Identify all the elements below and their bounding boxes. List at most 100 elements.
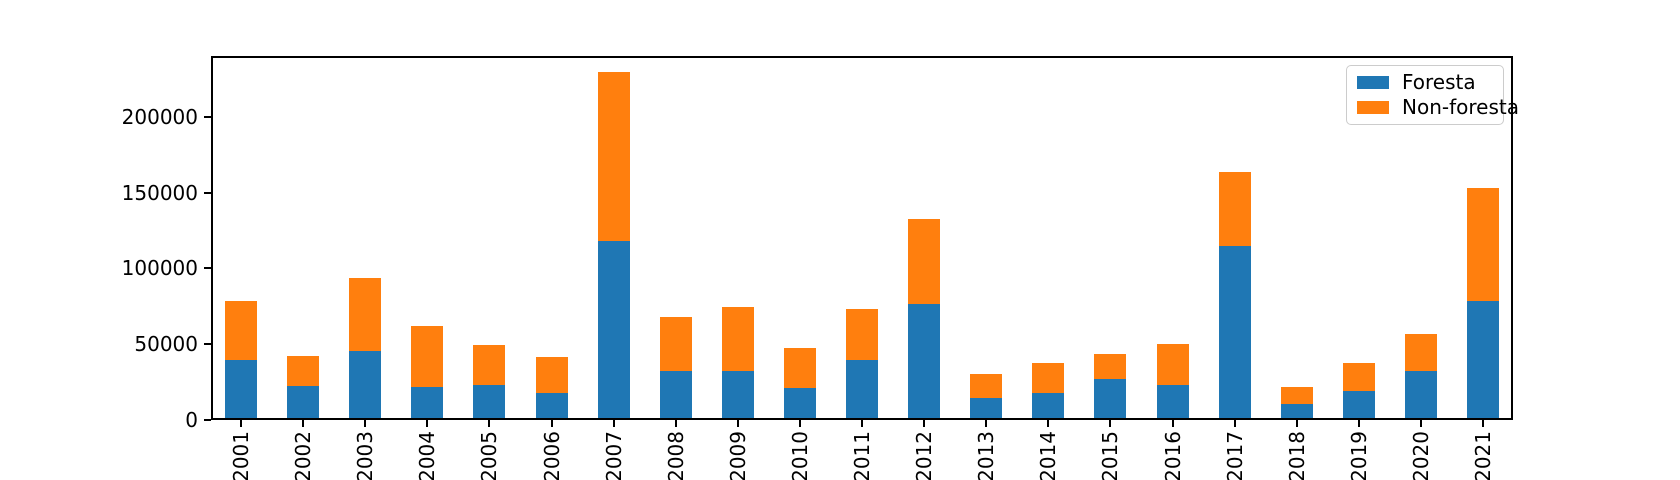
x-axis-tick-mark	[488, 420, 491, 427]
bar-segment-foresta-2003	[349, 350, 382, 418]
bar-segment-non-foresta-2019	[1342, 362, 1375, 392]
x-axis-tick-label: 2009	[725, 431, 750, 480]
x-axis-tick-mark	[1233, 420, 1236, 427]
bar-segment-non-foresta-2012	[908, 219, 941, 305]
legend-item-non-foresta: Non-foresta	[1357, 97, 1519, 118]
x-axis-tick-label: 2004	[415, 431, 440, 480]
bar-segment-foresta-2009	[721, 370, 754, 418]
x-axis-tick-mark	[426, 420, 429, 427]
x-axis-tick-label: 2021	[1471, 431, 1495, 480]
x-axis-tick-mark	[1419, 420, 1422, 427]
bar-segment-non-foresta-2009	[721, 306, 754, 371]
x-axis-tick-label: 2002	[291, 431, 316, 480]
bar-segment-foresta-2004	[411, 386, 444, 418]
bar-segment-foresta-2012	[908, 304, 941, 418]
legend-label-foresta: Foresta	[1402, 70, 1476, 94]
x-axis-tick-mark	[550, 420, 553, 427]
x-axis-tick-mark	[1357, 420, 1360, 427]
y-axis-tick-mark	[204, 191, 211, 194]
bar-segment-non-foresta-2002	[287, 355, 320, 387]
bar-segment-non-foresta-2011	[846, 308, 878, 360]
x-axis-tick-label: 2018	[1284, 431, 1309, 480]
y-axis-tick-mark	[204, 115, 211, 118]
x-axis-tick-label: 2008	[663, 431, 688, 480]
legend-swatch-foresta	[1357, 76, 1389, 89]
x-axis-tick-mark	[364, 420, 367, 427]
bar-segment-non-foresta-2020	[1404, 333, 1437, 371]
x-axis-tick-mark	[1047, 420, 1050, 427]
x-axis-tick-label: 2003	[353, 431, 378, 480]
bar-segment-foresta-2007	[597, 240, 630, 418]
bar-segment-foresta-2021	[1467, 301, 1499, 418]
bar-segment-foresta-2014	[1032, 392, 1065, 418]
y-axis-tick-label: 100000	[121, 256, 198, 281]
x-axis-tick-mark	[1295, 420, 1298, 427]
x-axis-tick-label: 2011	[850, 431, 874, 480]
bar-segment-foresta-2020	[1404, 370, 1437, 418]
y-axis-tick-mark	[204, 419, 211, 421]
x-axis-tick-label: 2016	[1160, 431, 1185, 480]
bar-segment-non-foresta-2014	[1032, 362, 1065, 393]
bar-segment-non-foresta-2005	[473, 345, 506, 386]
x-axis-tick-label: 2017	[1222, 431, 1247, 480]
x-axis-tick-mark	[1171, 420, 1174, 427]
legend-label-non-foresta: Non-foresta	[1402, 95, 1519, 119]
x-axis-tick-label: 2005	[477, 431, 502, 480]
x-axis-tick-label: 2007	[601, 431, 626, 480]
y-axis-tick-label: 200000	[121, 104, 198, 129]
bar-segment-non-foresta-2001	[225, 301, 257, 360]
bar-segment-foresta-2018	[1280, 403, 1313, 418]
bar-segment-foresta-2011	[846, 359, 878, 418]
x-axis-tick-label: 2019	[1346, 431, 1371, 480]
x-axis-tick-mark	[612, 420, 615, 427]
bar-segment-non-foresta-2018	[1280, 386, 1313, 404]
y-axis-tick-label: 150000	[121, 180, 198, 205]
x-axis-tick-label: 2015	[1098, 431, 1123, 480]
y-axis-tick-mark	[204, 267, 211, 270]
x-axis-tick-label: 2020	[1408, 431, 1433, 480]
x-axis-tick-label: 2014	[1036, 431, 1061, 480]
x-axis-tick-mark	[798, 420, 801, 427]
bar-segment-foresta-2017	[1218, 245, 1251, 418]
bar-segment-foresta-2015	[1094, 379, 1127, 418]
x-axis-tick-mark	[923, 420, 926, 427]
x-axis-tick-mark	[240, 420, 242, 427]
bar-segment-foresta-2002	[287, 386, 320, 418]
bar-segment-non-foresta-2003	[349, 278, 382, 351]
legend-swatch-non-foresta	[1357, 101, 1389, 114]
x-axis-tick-mark	[736, 420, 739, 427]
x-axis-tick-label: 2006	[539, 431, 564, 480]
bar-segment-non-foresta-2008	[659, 317, 692, 371]
y-axis-tick-label: 0	[185, 408, 198, 432]
x-axis-tick-label: 2010	[787, 431, 812, 480]
bar-segment-foresta-2010	[783, 388, 816, 418]
bar-segment-foresta-2005	[473, 385, 506, 418]
plot-area	[211, 56, 1513, 420]
x-axis-tick-mark	[674, 420, 677, 427]
bar-segment-foresta-2013	[970, 397, 1003, 418]
x-axis-tick-label: 2001	[229, 431, 253, 480]
bar-segment-non-foresta-2010	[783, 347, 816, 389]
x-axis-tick-label: 2012	[912, 431, 937, 480]
legend-item-foresta: Foresta	[1357, 72, 1493, 93]
bar-segment-foresta-2008	[659, 370, 692, 418]
bar-segment-non-foresta-2013	[970, 374, 1003, 398]
bar-segment-non-foresta-2016	[1156, 344, 1189, 385]
bar-segment-non-foresta-2021	[1467, 188, 1499, 302]
x-axis-tick-mark	[1482, 420, 1484, 427]
x-axis-tick-mark	[985, 420, 988, 427]
x-axis-tick-label: 2013	[974, 431, 999, 480]
y-axis-tick-label: 50000	[134, 332, 198, 357]
x-axis-tick-mark	[861, 420, 863, 427]
bar-segment-foresta-2001	[225, 359, 257, 418]
bar-segment-non-foresta-2017	[1218, 171, 1251, 246]
x-axis-tick-mark	[1109, 420, 1112, 427]
bar-segment-foresta-2006	[535, 392, 568, 418]
x-axis-tick-mark	[302, 420, 305, 427]
y-axis-tick-mark	[204, 343, 211, 346]
bar-segment-non-foresta-2015	[1094, 354, 1127, 380]
legend: Foresta Non-foresta	[1346, 65, 1519, 125]
bar-segment-foresta-2019	[1342, 391, 1375, 418]
bar-segment-non-foresta-2004	[411, 326, 444, 387]
